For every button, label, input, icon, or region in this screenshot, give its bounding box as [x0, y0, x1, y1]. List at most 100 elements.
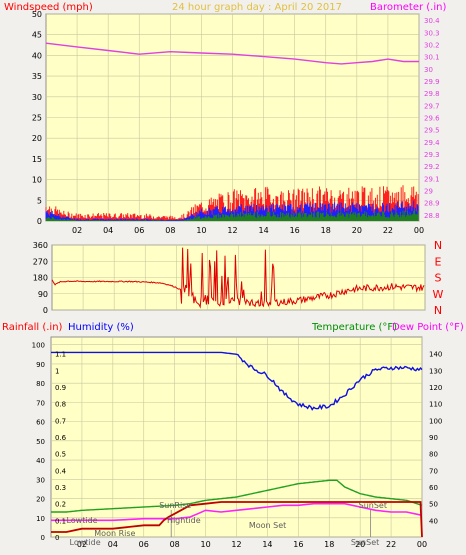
compass-label: E	[435, 255, 442, 268]
temp-x-tick-label: 06	[139, 540, 149, 549]
temp-axes: 010203040506070809010000.10.20.30.40.50.…	[32, 342, 443, 549]
wind-y-tick-label: 30	[32, 93, 42, 102]
wind-y-tick-label: 15	[32, 155, 42, 164]
temp-x-tick-label: 16	[293, 540, 303, 549]
barometer-tick-label: 30.1	[424, 54, 440, 62]
temperature-label: Temperature (°F)	[311, 322, 397, 333]
direction-grid	[52, 244, 426, 311]
barometer-tick-label: 29.5	[424, 127, 440, 135]
wind-y-tick-label: 25	[32, 114, 42, 123]
rainfall-tick-label: 0	[55, 534, 59, 542]
barometer-tick-label: 29	[424, 188, 433, 196]
wind-y-tick-label: 0	[37, 217, 42, 226]
barometer-tick-label: 30.2	[424, 41, 440, 49]
humidity-tick-label: 20	[36, 496, 45, 504]
barometer-tick-label: 29.3	[424, 151, 440, 159]
wind-x-tick-label: 10	[196, 226, 206, 235]
wind-x-tick-label: 00	[414, 226, 424, 235]
wind-y-tick-label: 45	[32, 31, 42, 40]
rainfall-tick-label: 1	[55, 367, 59, 375]
rainfall-tick-label: 0.6	[55, 434, 67, 442]
humidity-tick-label: 70	[36, 399, 45, 407]
wind-x-tick-label: 08	[165, 226, 175, 235]
direction-y-tick-label: 360	[33, 241, 48, 250]
temperature-tick-label: 40	[429, 517, 438, 525]
barometer-tick-label: 28.8	[424, 212, 440, 220]
wind-y-tick-label: 20	[32, 134, 42, 143]
rainfall-tick-label: 0.1	[55, 517, 66, 525]
wind-direction-series	[51, 247, 425, 309]
annotation-label: SunRise	[159, 501, 191, 510]
direction-y-tick-label: 270	[33, 257, 48, 266]
windspeed-label: Windspeed (mph)	[4, 2, 93, 13]
rainfall-tick-label: 0.5	[55, 451, 66, 459]
rainfall-tick-label: 0.3	[55, 484, 66, 492]
direction-y-tick-label: 0	[43, 306, 48, 315]
temperature-tick-label: 140	[429, 351, 442, 359]
rainfall-tick-label: 0.9	[55, 384, 66, 392]
compass-label: N	[434, 304, 442, 317]
wind-y-tick-label: 35	[32, 72, 42, 81]
direction-series	[51, 247, 425, 309]
dewpoint-series	[51, 502, 423, 522]
wind-y-tick-label: 40	[32, 51, 42, 60]
barometer-tick-label: 29.1	[424, 175, 440, 183]
temperature-tick-label: 130	[429, 367, 442, 375]
temp-x-tick-label: 02	[77, 540, 87, 549]
temperature-tick-label: 120	[429, 384, 442, 392]
temp-grid	[51, 337, 423, 538]
wind-y-tick-label: 5	[37, 196, 42, 205]
temperature-tick-label: 110	[429, 401, 442, 409]
humidity-label: Humidity (%)	[68, 322, 134, 333]
dewpoint-label: Dew Point (°F)	[392, 322, 464, 333]
barometer-tick-label: 29.7	[424, 102, 440, 110]
humidity-tick-label: 60	[36, 419, 45, 427]
wind-x-tick-label: 02	[72, 226, 82, 235]
wind-x-tick-label: 14	[258, 226, 268, 235]
compass-label: S	[435, 272, 442, 285]
barometer-tick-label: 29.2	[424, 163, 440, 171]
barometer-tick-label: 28.9	[424, 200, 440, 208]
barometer-tick-label: 29.4	[424, 139, 440, 147]
compass-label: N	[434, 239, 442, 252]
humidity-tick-label: 30	[36, 476, 45, 484]
wind-series	[45, 42, 419, 221]
annotation-label: Hightide	[167, 516, 201, 525]
wind-y-tick-label: 10	[32, 176, 42, 185]
wind-x-tick-label: 22	[383, 226, 393, 235]
temperature-tick-label: 90	[429, 434, 438, 442]
annotation-label: Lowtide	[66, 516, 97, 525]
temperature-tick-label: 60	[429, 484, 438, 492]
barometer-tick-label: 30.3	[424, 29, 440, 37]
wind-x-tick-label: 06	[134, 226, 144, 235]
rainfall-label: Rainfall (.in)	[2, 322, 63, 333]
temp-x-tick-label: 12	[231, 540, 241, 549]
barometer-tick-label: 29.8	[424, 90, 440, 98]
temperature-series	[51, 479, 423, 513]
barometer-tick-label: 29.9	[424, 78, 440, 86]
direction-y-tick-label: 90	[38, 290, 48, 299]
rainfall-tick-label: 0.8	[55, 401, 66, 409]
wind-x-tick-label: 16	[290, 226, 300, 235]
wind-axes: 0 5 10 15 20 25 30 35 40 45 50 02 04 06 08 10 12 14 16 18 20…	[32, 10, 440, 235]
temp-x-tick-label: 20	[355, 540, 365, 549]
barometer-tick-label: 29.6	[424, 115, 440, 123]
barometer-series	[45, 42, 419, 65]
direction-axes: 0 N 90 W 180 S 270 E 360 N	[33, 239, 444, 317]
wind-x-tick-label: 18	[321, 226, 331, 235]
temperature-tick-label: 80	[429, 451, 438, 459]
temp-x-tick-label: 14	[262, 540, 272, 549]
wind-x-tick-label: 04	[103, 226, 113, 235]
rainfall-series	[51, 501, 423, 538]
humidity-series	[51, 351, 423, 411]
humidity-tick-label: 40	[36, 457, 45, 465]
temp-x-tick-label: 00	[417, 540, 427, 549]
compass-label: W	[433, 288, 444, 301]
rainfall-tick-label: 1.1	[55, 351, 66, 359]
annotation-label: SunSet	[359, 501, 387, 510]
humidity-tick-label: 80	[36, 380, 45, 388]
temp-x-tick-label: 10	[200, 540, 210, 549]
annotation-label: Lowtide	[70, 538, 101, 547]
humidity-tick-label: 0	[41, 534, 45, 542]
annotation-label: Moon Set	[249, 521, 286, 530]
